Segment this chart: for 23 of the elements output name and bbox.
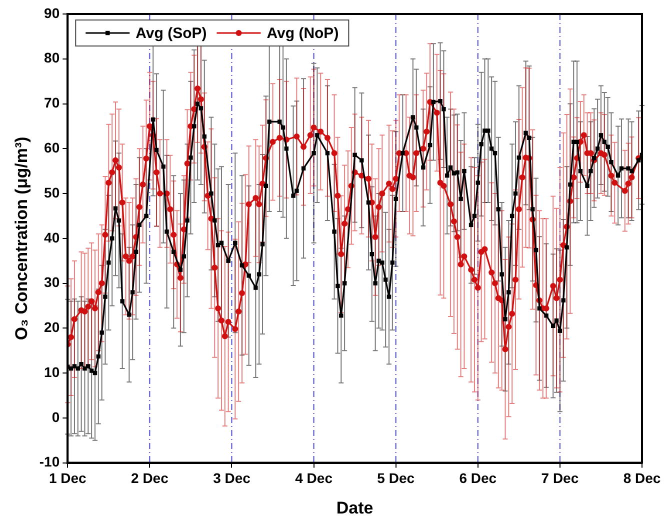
- y-tick-label: 70: [44, 94, 60, 111]
- y-tick-label: 60: [44, 140, 60, 156]
- x-tick-label: 8 Dec: [623, 470, 661, 486]
- x-tick-label: 2 Dec: [131, 470, 169, 486]
- y-tick-label: 50: [44, 184, 60, 200]
- x-tick-label: 7 Dec: [541, 470, 579, 486]
- y-axis-title: O₃ Concentration (μg/m³): [12, 136, 31, 340]
- y-tick-label: 90: [44, 4, 60, 21]
- legend-label: Avg (SoP): [136, 25, 207, 42]
- y-tick-label: 20: [44, 319, 60, 336]
- x-tick-label: 4 Dec: [295, 470, 333, 486]
- y-tick-label: 80: [44, 50, 60, 66]
- y-tick-label: 30: [44, 274, 60, 290]
- y-tick-label: 40: [44, 229, 60, 246]
- legend-label: Avg (NoP): [266, 25, 339, 42]
- x-tick-label: 5 Dec: [377, 470, 415, 486]
- y-tick-label: 0: [52, 408, 60, 425]
- y-tick-label: 10: [44, 364, 60, 380]
- y-tick-label: -10: [39, 454, 60, 470]
- x-tick-label: 3 Dec: [213, 470, 251, 486]
- x-tick-label: 6 Dec: [459, 470, 497, 486]
- x-tick-label: 1 Dec: [48, 470, 87, 486]
- x-axis-title: Date: [336, 498, 374, 518]
